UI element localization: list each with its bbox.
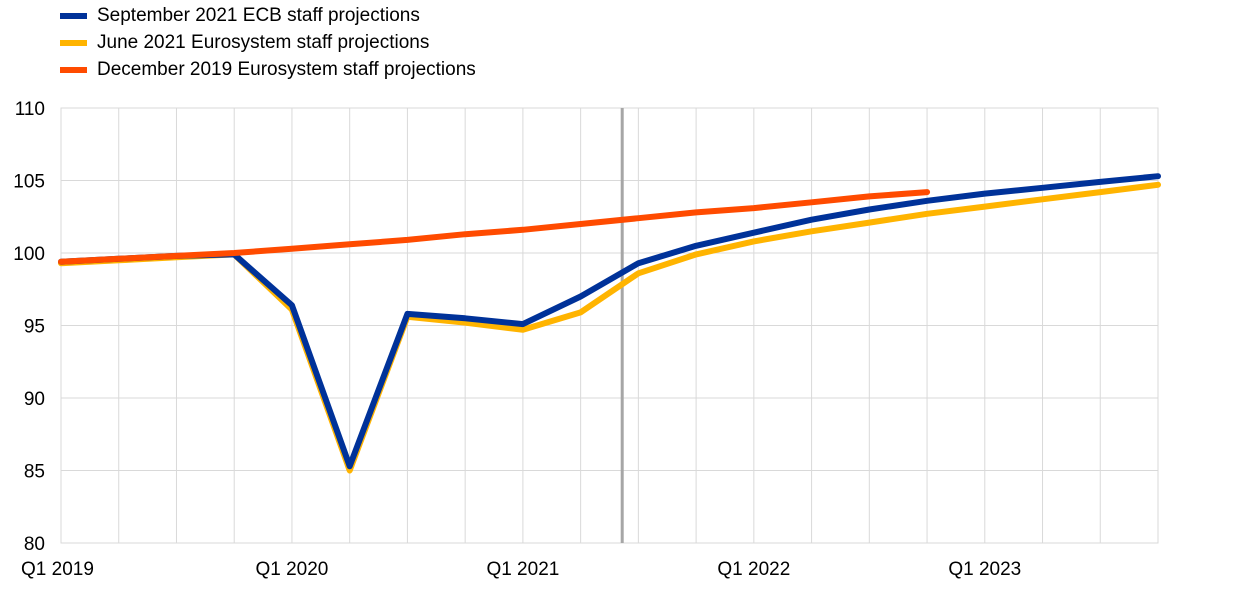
x-tick-label: Q1 2020 xyxy=(255,559,328,580)
y-tick-label: 110 xyxy=(15,99,45,120)
legend-label: June 2021 Eurosystem staff projections xyxy=(97,31,430,53)
series-line-1 xyxy=(58,181,1161,474)
x-tick-label: Q1 2022 xyxy=(717,559,790,580)
y-tick-label: 100 xyxy=(13,244,45,265)
legend-swatch-september-2021 xyxy=(60,12,87,19)
legend-item-september-2021: September 2021 ECB staff projections xyxy=(60,2,476,29)
legend-item-december-2019: December 2019 Eurosystem staff projectio… xyxy=(60,56,476,83)
legend-item-june-2021: June 2021 Eurosystem staff projections xyxy=(60,29,476,56)
legend-swatch-december-2019 xyxy=(60,66,87,73)
y-tick-label: 85 xyxy=(24,462,45,483)
series-line-2 xyxy=(58,189,931,265)
legend-label: December 2019 Eurosystem staff projectio… xyxy=(97,58,476,80)
grid xyxy=(60,107,1159,544)
y-tick-label: 80 xyxy=(24,534,45,555)
x-tick-label: Q1 2019 xyxy=(21,559,94,580)
axes: 80 85 90 95 100 105 110 Q1 2019 Q1 2020 Q1 2021 Q1… xyxy=(13,99,1021,580)
legend: September 2021 ECB staff projections Jun… xyxy=(60,2,476,83)
legend-swatch-june-2021 xyxy=(60,39,87,46)
series-lines xyxy=(58,173,1161,474)
legend-label: September 2021 ECB staff projections xyxy=(97,4,420,26)
y-tick-label: 105 xyxy=(13,172,45,193)
y-tick-label: 90 xyxy=(24,389,45,410)
series-line-0 xyxy=(58,173,1161,470)
x-tick-label: Q1 2021 xyxy=(486,559,559,580)
y-tick-label: 95 xyxy=(24,317,45,338)
x-tick-label: Q1 2023 xyxy=(948,559,1021,580)
